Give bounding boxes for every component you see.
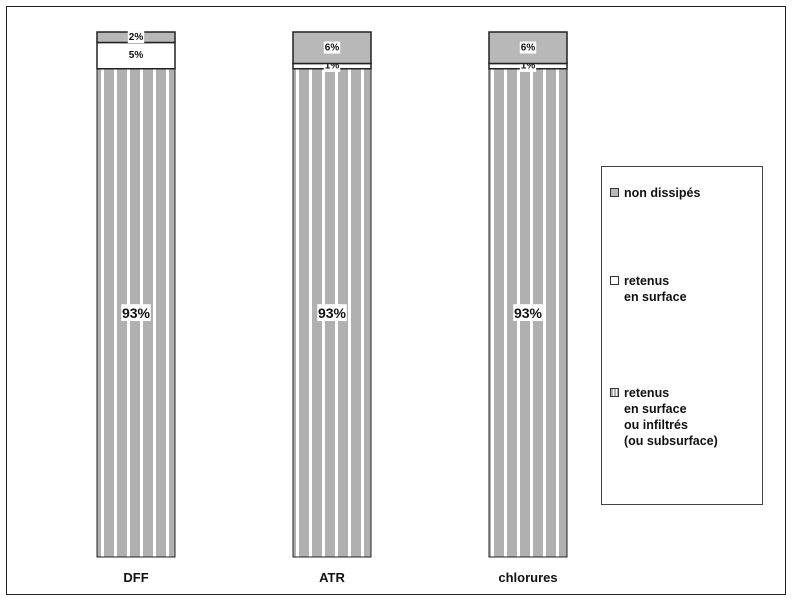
legend-item-non-dissipes: non dissipés [610, 185, 700, 201]
data-label-chlorures-2: 6% [521, 42, 536, 53]
legend-item-retenus-infiltres: retenus en surface ou infiltrés (ou subs… [610, 385, 718, 449]
data-label-dff-0: 93% [122, 305, 151, 321]
data-label-bg [127, 31, 145, 44]
data-label-atr-1: 1% [325, 61, 340, 72]
data-label-bg [323, 41, 341, 54]
data-label-dff-2: 2% [129, 32, 144, 43]
data-label-bg [519, 41, 537, 54]
category-label-chlorures: chlorures [498, 570, 557, 585]
data-label-bg [513, 304, 543, 321]
category-label-atr: ATR [319, 570, 345, 585]
data-label-chlorures-1: 1% [521, 61, 536, 72]
data-label-atr-2: 6% [325, 42, 340, 53]
legend-swatch-gray [610, 188, 619, 197]
data-label-bg [121, 304, 151, 321]
category-label-dff: DFF [123, 570, 148, 585]
bar-segment-chlorures-2 [488, 31, 568, 65]
data-label-bg [317, 304, 347, 321]
data-label-dff-1: 5% [129, 50, 144, 61]
data-label-atr-0: 93% [318, 305, 347, 321]
legend: non dissipés retenus en surface retenus … [601, 166, 763, 505]
data-label-chlorures-0: 93% [514, 305, 543, 321]
legend-label: retenus en surface [624, 274, 687, 304]
legend-label: non dissipés [624, 186, 701, 200]
legend-item-retenus-surface: retenus en surface [610, 273, 687, 305]
legend-label: retenus en surface ou infiltrés (ou subs… [624, 386, 718, 448]
legend-swatch-striped [610, 388, 619, 397]
data-label-bg [127, 49, 145, 62]
legend-swatch-white [610, 276, 619, 285]
